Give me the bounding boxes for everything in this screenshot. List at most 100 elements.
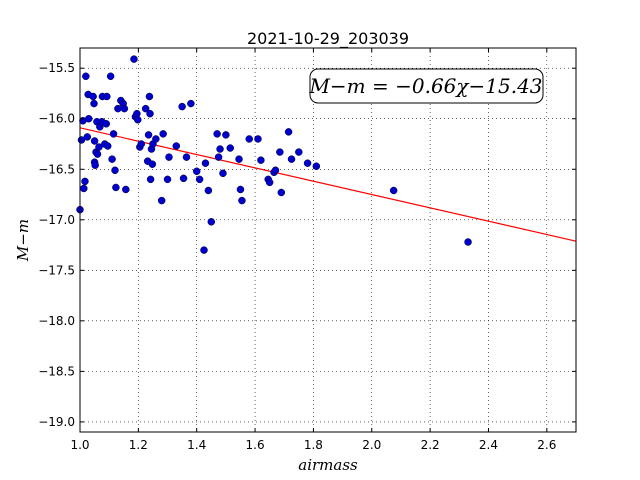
data-point [109, 130, 118, 138]
fit-equation: M−m = −0.66χ−15.43 [308, 74, 542, 98]
x-tick-label: 2.6 [537, 438, 556, 452]
data-point [93, 150, 102, 158]
data-point [103, 92, 111, 101]
data-point [389, 186, 398, 195]
data-point [137, 140, 146, 148]
x-axis-label: airmass [298, 456, 358, 474]
data-point [204, 186, 213, 195]
data-point [122, 185, 130, 194]
data-point [141, 104, 150, 113]
y-tick-label: −17.5 [38, 263, 75, 277]
data-point [106, 72, 115, 81]
data-point [165, 153, 173, 161]
data-point [144, 131, 153, 139]
data-point [81, 177, 89, 186]
y-axis-label: M−m [14, 219, 32, 262]
data-point [200, 246, 208, 254]
data-point [195, 175, 204, 184]
data-point [80, 184, 88, 193]
data-point [152, 135, 160, 143]
data-point [219, 169, 227, 178]
data-point [271, 166, 280, 175]
data-point [284, 128, 293, 136]
x-tick-label: 1.4 [187, 438, 206, 452]
data-point [89, 92, 97, 101]
data-point [146, 109, 154, 118]
data-point [112, 183, 120, 192]
data-point [226, 144, 235, 152]
data-point [277, 188, 286, 197]
x-tick-label: 2.2 [421, 438, 440, 452]
data-point [207, 218, 216, 226]
data-point [222, 131, 230, 139]
data-point [172, 142, 181, 150]
data-point [163, 175, 172, 184]
data-point [134, 115, 142, 124]
x-tick-label: 1.0 [70, 438, 89, 452]
data-point [295, 148, 303, 156]
data-point [130, 55, 138, 63]
axis-ticks [79, 48, 576, 432]
data-point [287, 155, 296, 163]
data-points [76, 55, 472, 254]
data-point [201, 159, 210, 167]
fit-line-group [79, 127, 577, 242]
data-point [90, 99, 98, 108]
data-point [303, 159, 312, 167]
x-tick-labels: 1.0 1.2 1.4 1.6 1.8 2.0 2.2 2.4 2.6 [70, 438, 556, 452]
y-tick-label: −18.0 [38, 314, 75, 328]
x-tick-label: 2.0 [362, 438, 381, 452]
y-tick-label: −15.5 [38, 61, 75, 75]
data-point [103, 142, 112, 150]
data-point [213, 130, 221, 138]
plot-frame [79, 47, 577, 433]
data-point [182, 153, 191, 161]
data-point [245, 135, 253, 143]
x-tick-label: 2.4 [479, 438, 498, 452]
data-point [265, 178, 274, 187]
data-point [214, 153, 223, 161]
data-point [91, 161, 99, 169]
data-point [82, 72, 90, 81]
fit-line [79, 127, 577, 242]
data-point [95, 143, 103, 151]
data-point [148, 160, 157, 168]
x-tick-label: 1.8 [304, 438, 323, 452]
data-point [257, 156, 265, 164]
x-tick-label: 1.2 [129, 438, 148, 452]
data-point [236, 185, 245, 194]
data-point [238, 196, 246, 205]
y-tick-label: −16.5 [38, 162, 75, 176]
data-point [120, 104, 129, 113]
data-point [83, 133, 92, 141]
data-point [179, 174, 188, 183]
data-point [276, 148, 284, 156]
chart-title: 2021-10-29_203039 [247, 29, 409, 49]
y-tick-label: −18.5 [38, 364, 75, 378]
data-point [216, 145, 224, 153]
data-point [254, 135, 262, 143]
data-point [192, 167, 201, 176]
data-point [90, 137, 99, 145]
y-tick-label: −16.0 [38, 112, 75, 126]
data-point [146, 175, 155, 184]
data-point [111, 166, 119, 175]
y-tick-labels: −15.5 −16.0 −16.5 −17.0 −17.5 −18.0 −18.5 −19.0 [38, 61, 75, 429]
data-point [114, 104, 122, 113]
x-tick-label: 1.6 [246, 438, 265, 452]
data-point [108, 155, 116, 163]
data-point [145, 92, 154, 101]
data-point [157, 196, 166, 205]
data-point [85, 114, 93, 123]
data-point [178, 102, 186, 111]
data-point [187, 99, 195, 108]
data-point [312, 162, 321, 170]
fit-equation-box: M−m = −0.66χ−15.43 [308, 68, 544, 104]
y-tick-label: −17.0 [38, 213, 75, 227]
data-point [235, 155, 243, 163]
data-point [464, 238, 472, 246]
data-point [102, 120, 111, 128]
grid-lines [79, 48, 576, 432]
data-point [159, 130, 167, 138]
